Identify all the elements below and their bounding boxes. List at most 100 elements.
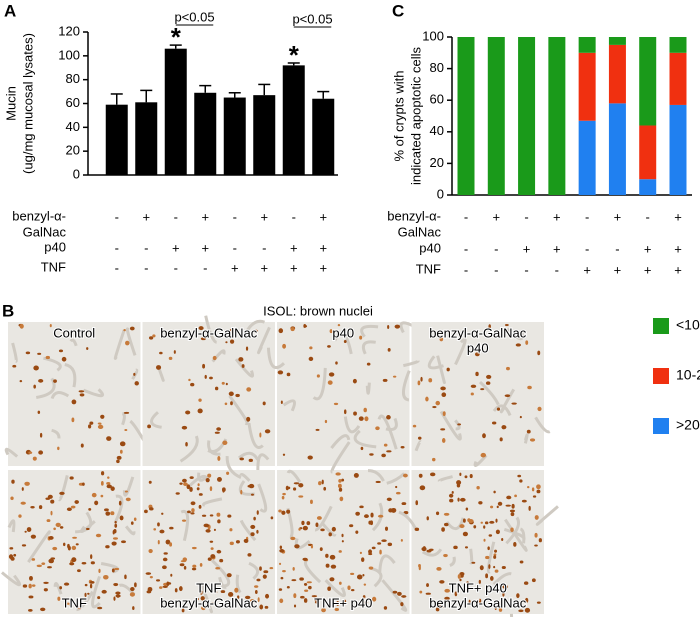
stained-nucleus [192,564,197,568]
stained-nucleus [468,599,471,605]
condition-sign: - [555,262,559,277]
stained-nucleus [216,512,221,517]
stained-nucleus [33,365,39,371]
stained-nucleus [538,538,542,543]
stained-nucleus [104,508,109,512]
stained-nucleus [306,521,311,526]
stained-nucleus [314,597,318,602]
stained-nucleus [116,594,120,598]
stained-nucleus [116,459,120,464]
stained-nucleus [476,486,480,490]
stained-nucleus [388,508,393,513]
tissue-texture [122,476,135,497]
stained-nucleus [28,451,33,454]
stained-nucleus [292,567,295,571]
stained-nucleus [344,409,347,415]
stained-nucleus [265,593,270,599]
stained-nucleus [483,538,486,542]
stained-nucleus [527,485,530,489]
stained-nucleus [116,455,122,460]
stained-nucleus [162,585,168,588]
stained-nucleus [157,522,160,527]
tissue-texture [4,447,19,458]
tissue-texture [114,494,124,523]
stained-nucleus [304,589,309,592]
stained-nucleus [502,591,505,597]
stained-nucleus [124,574,127,580]
stained-nucleus [28,609,33,612]
bar-segment [669,52,687,105]
stained-nucleus [362,595,366,599]
stained-nucleus [253,329,258,333]
tissue-texture [53,582,63,595]
stained-nucleus [263,570,269,574]
stained-nucleus [58,349,64,353]
stained-nucleus [496,333,501,336]
stained-nucleus [459,578,462,582]
bar-segment [669,37,687,53]
tissue-texture [247,422,264,449]
condition-sign: + [260,209,268,224]
condition-sign: - [494,241,498,256]
tissue-texture [121,411,126,426]
stained-nucleus [162,565,167,570]
stained-nucleus [521,499,527,503]
y-tick-label: 20 [430,155,444,170]
tissue-texture [505,516,521,545]
stained-nucleus [290,536,296,541]
stained-nucleus [499,437,503,442]
panel-letter: A [4,1,16,20]
stained-nucleus [368,552,373,556]
stained-nucleus [514,494,517,498]
micrograph-label: benzyl-α-GalNac [429,595,527,610]
stained-nucleus [262,401,266,406]
stained-nucleus [201,606,206,611]
tissue-texture [207,440,221,456]
stained-nucleus [379,549,382,555]
stained-nucleus [384,526,389,531]
stained-nucleus [536,601,541,604]
stained-nucleus [89,583,93,589]
stained-nucleus [200,337,206,341]
tissue-texture [51,428,61,439]
stained-nucleus [502,584,509,589]
stained-nucleus [454,591,458,597]
bar [194,92,217,175]
condition-sign: + [231,260,239,275]
stained-nucleus [88,424,92,429]
stained-nucleus [426,583,429,588]
condition-sign: + [674,262,682,277]
tissue-texture [0,571,22,587]
stained-nucleus [435,607,440,612]
stained-nucleus [84,583,88,587]
stained-nucleus [269,566,274,570]
stained-nucleus [439,580,445,584]
stained-nucleus [30,534,37,539]
stained-nucleus [515,343,521,347]
stained-nucleus [241,364,245,368]
condition-label: benzyl-α- [387,208,441,223]
stained-nucleus [285,485,289,491]
micrograph-label: benzyl-α-GalNac [160,595,258,610]
stained-nucleus [110,511,115,516]
stained-nucleus [197,408,203,414]
stained-nucleus [254,589,258,595]
bar-segment [639,179,657,195]
stained-nucleus [443,522,449,527]
y-tick-label: 120 [58,23,80,38]
stained-nucleus [470,384,477,388]
condition-sign: + [583,262,591,277]
stained-nucleus [309,346,313,350]
stained-nucleus [91,492,97,498]
stained-nucleus [55,522,61,528]
stained-nucleus [335,361,338,365]
stained-nucleus [418,473,423,478]
legend-label: >20 [676,417,700,433]
stained-nucleus [386,497,392,502]
stained-nucleus [417,380,421,386]
stained-nucleus [387,542,393,547]
stained-nucleus [517,474,522,478]
stained-nucleus [279,598,284,604]
stained-nucleus [148,336,154,340]
stained-nucleus [387,348,391,352]
